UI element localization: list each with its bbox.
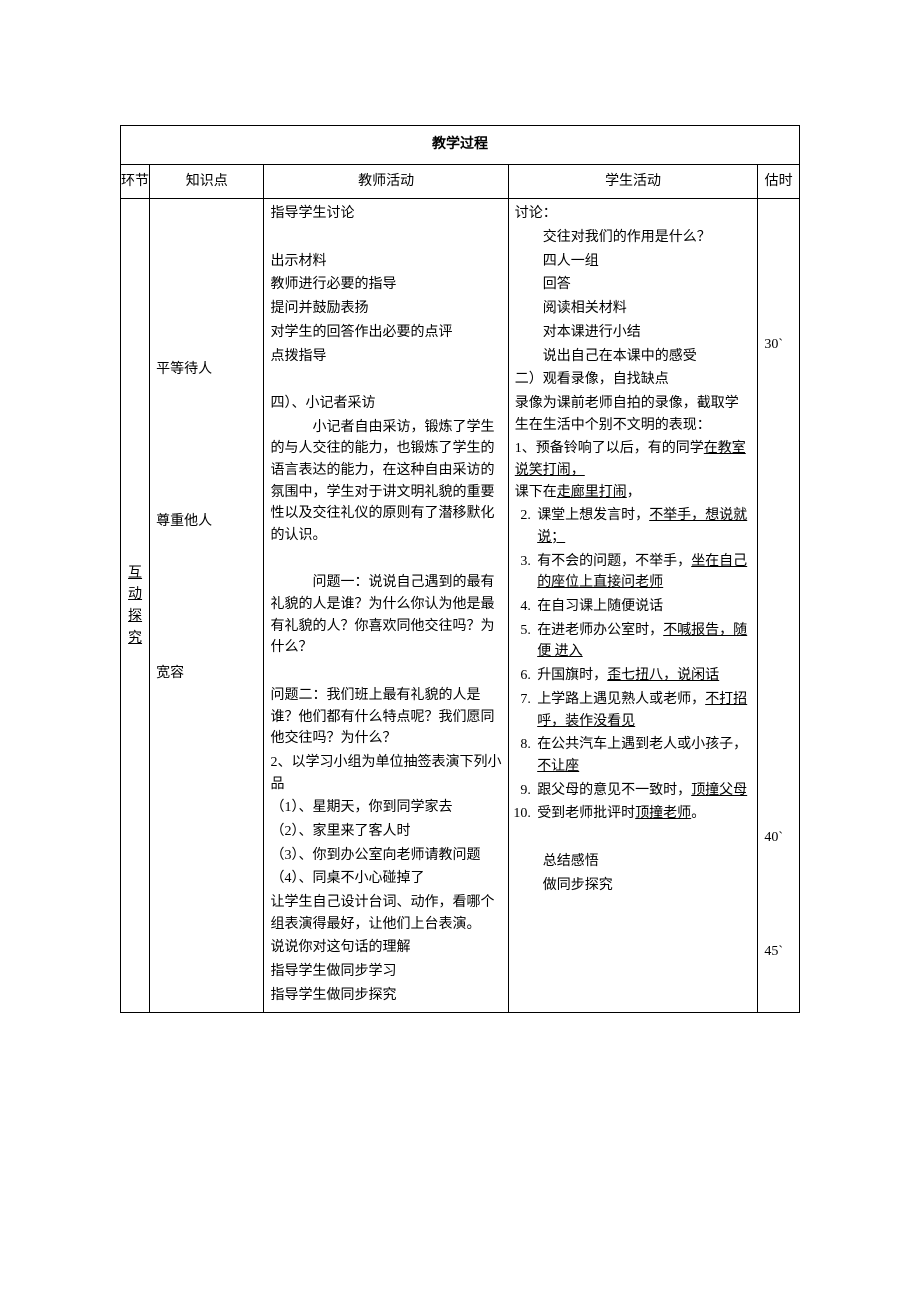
student-discuss-label: 讨论： <box>515 203 752 225</box>
text: 上学路上遇见熟人或老师， <box>537 692 705 707</box>
list-item: 在自习课上随便说话 <box>534 596 751 618</box>
text: 。 <box>691 806 705 821</box>
text: 在进老师办公室时， <box>537 623 663 638</box>
student-line: 说出自己在本课中的感受 <box>515 346 752 368</box>
text: 课堂上想发言时， <box>537 508 649 523</box>
time-value: 30` <box>764 334 783 356</box>
student-line: 阅读相关材料 <box>515 298 752 320</box>
teacher-line: 指导学生做同步学习 <box>270 961 501 983</box>
list-item: 在公共汽车上遇到老人或小孩子， 不让座 <box>534 734 751 777</box>
text: 受到老师批评时 <box>537 806 635 821</box>
teacher-question: 问题二：我们班上最有礼貌的人是谁？他们都有什么特点呢？我们愿同他交往吗？为什么？ <box>270 685 501 750</box>
knowledge-point: 平等待人 <box>156 359 257 381</box>
teacher-line: 点拨指导 <box>270 346 501 368</box>
list-item: 跟父母的意见不一致时，顶撞父母 <box>534 780 751 802</box>
teacher-line: 对学生的回答作出必要的点评 <box>270 322 501 344</box>
knowledge-cell: 平等待人 尊重他人 宽容 <box>150 199 264 1013</box>
teacher-activity-item: （3）、你到办公室向老师请教问题 <box>270 845 501 867</box>
teacher-activity-item: （2）、家里来了客人时 <box>270 821 501 843</box>
student-summary: 总结感悟 做同步探究 <box>515 851 752 896</box>
teacher-activity-intro: 2、以学习小组为单位抽签表演下列小品 <box>270 752 501 795</box>
student-sec-body: 录像为课前老师自拍的录像，截取学生在生活中个别不文明的表现： <box>515 393 752 436</box>
teacher-line: 教师进行必要的指导 <box>270 274 501 296</box>
header-teacher: 教师活动 <box>264 164 508 199</box>
knowledge-point: 尊重他人 <box>156 511 257 533</box>
student-line: 对本课进行小结 <box>515 322 752 344</box>
time-value: 40` <box>764 827 783 849</box>
stage-char: 互 <box>127 563 143 585</box>
student-note-1: 1、预备铃响了以后，有的同学在教室说笑打闹， 课下在走廊里打闹， <box>515 438 752 503</box>
lesson-table: 教学过程 环节 知识点 教师活动 学生活动 估时 互 动 探 究 平等待人 尊重… <box>120 125 800 1013</box>
student-line: 四人一组 <box>515 251 752 273</box>
text: ， <box>627 485 641 500</box>
header-time: 估时 <box>758 164 800 199</box>
text: 跟父母的意见不一致时， <box>537 783 691 798</box>
header-student: 学生活动 <box>508 164 758 199</box>
text-underline: 歪七扭八，说闲话 <box>607 668 719 683</box>
stage-char: 动 <box>127 584 143 606</box>
list-item: 受到老师批评时顶撞老师。 <box>534 803 751 825</box>
text: 课下在 <box>515 485 557 500</box>
teacher-activity-item: （4）、同桌不小心碰掉了 <box>270 868 501 890</box>
teacher-line: 指导学生做同步探究 <box>270 985 501 1007</box>
time-cell: 30` 40` 45` <box>758 199 800 1013</box>
knowledge-point: 宽容 <box>156 663 257 685</box>
stage-cell: 互 动 探 究 <box>121 199 150 1013</box>
text: 升国旗时， <box>537 668 607 683</box>
text: 有不会的问题，不举手， <box>537 554 691 569</box>
list-item: 上学路上遇见熟人或老师，不打招呼，装作没看见 <box>534 689 751 732</box>
stage-char: 探 <box>127 606 143 628</box>
student-cell: 讨论： 交往对我们的作用是什么？ 四人一组 回答 阅读相关材料 对本课进行小结 … <box>508 199 758 1013</box>
list-item: 有不会的问题，不举手，坐在自己的座位上直接问老师 <box>534 551 751 594</box>
header-knowledge: 知识点 <box>150 164 264 199</box>
teacher-line: 指导学生讨论 <box>270 203 501 225</box>
header-stage: 环节 <box>121 164 150 199</box>
teacher-sec-title: 四）、小记者采访 <box>270 393 501 415</box>
teacher-cell: 指导学生讨论 出示材料 教师进行必要的指导 提问并鼓励表扬 对学生的回答作出必要… <box>264 199 508 1013</box>
stage-label: 互 动 探 究 <box>127 563 143 650</box>
student-list: 课堂上想发言时，不举手，想说就说； 有不会的问题，不举手，坐在自己的座位上直接问… <box>515 505 752 825</box>
list-item: 升国旗时，歪七扭八，说闲话 <box>534 665 751 687</box>
list-item: 在进老师办公室时，不喊报告，随便 进入 <box>534 620 751 663</box>
text: 1、预备铃响了以后，有的同学 <box>515 441 704 456</box>
teacher-sec-body: 小记者自由采访，锻炼了学生的与人交往的能力，也锻炼了学生的语言表达的能力，在这种… <box>270 417 501 547</box>
text: 在公共汽车上遇到老人或小孩子， <box>537 737 747 752</box>
student-line: 总结感悟 <box>515 851 752 873</box>
teacher-line: 说说你对这句话的理解 <box>270 937 501 959</box>
student-discuss-q: 交往对我们的作用是什么？ <box>515 227 752 249</box>
text-underline: 走廊里打闹 <box>557 485 627 500</box>
student-line: 回答 <box>515 274 752 296</box>
student-sec-title: 二）观看录像，自找缺点 <box>515 369 752 391</box>
text-underline: 顶撞老师 <box>635 806 691 821</box>
page: 教学过程 环节 知识点 教师活动 学生活动 估时 互 动 探 究 平等待人 尊重… <box>0 0 920 1302</box>
student-line: 做同步探究 <box>515 875 752 897</box>
text-underline: 顶撞父母 <box>691 783 747 798</box>
stage-char: 究 <box>127 628 143 650</box>
text-underline: 不让座 <box>537 759 579 774</box>
teacher-activity-note: 让学生自己设计台词、动作，看哪个组表演得最好，让他们上台表演。 <box>270 892 501 935</box>
teacher-question: 问题一：说说自己遇到的最有礼貌的人是谁？为什么你认为他是最有礼貌的人？你喜欢同他… <box>270 572 501 659</box>
teacher-line: 出示材料 <box>270 251 501 273</box>
teacher-line: 提问并鼓励表扬 <box>270 298 501 320</box>
list-item: 课堂上想发言时，不举手，想说就说； <box>534 505 751 548</box>
teacher-activity-item: （1）、星期天，你到同学家去 <box>270 797 501 819</box>
time-value: 45` <box>764 941 783 963</box>
table-title: 教学过程 <box>121 126 800 165</box>
